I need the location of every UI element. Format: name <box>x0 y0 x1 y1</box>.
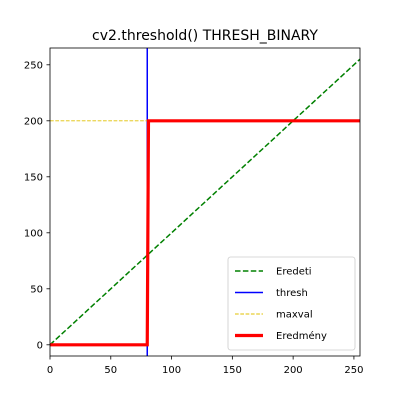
y-tick-label: 250 <box>24 60 43 71</box>
legend-label-thresh: thresh <box>276 288 308 299</box>
legend: Eredeti thresh maxval Eredmény <box>227 256 356 351</box>
y-tick-label: 100 <box>24 228 43 239</box>
series-line-eredmény <box>50 119 360 347</box>
chart-title: cv2.threshold() THRESH_BINARY <box>92 28 318 44</box>
x-tick-label: 250 <box>344 365 363 376</box>
legend-box <box>227 256 356 351</box>
legend-label-maxval: maxval <box>276 310 313 321</box>
legend-label-eredmény: Eredmény <box>276 330 327 342</box>
plot-frame <box>49 47 361 357</box>
x-tick-label: 50 <box>104 365 117 376</box>
x-tick-label: 150 <box>223 365 242 376</box>
series-group <box>50 48 360 356</box>
x-tick-label: 0 <box>47 365 53 376</box>
y-tick-label: 0 <box>37 340 43 351</box>
series-line-eredeti <box>50 58 360 346</box>
x-tick-label: 100 <box>162 365 181 376</box>
y-tick-label: 200 <box>24 116 43 127</box>
legend-label-eredeti: Eredeti <box>276 267 312 278</box>
y-tick-label: 50 <box>30 284 43 295</box>
x-tick-label: 200 <box>284 365 303 376</box>
y-tick-label: 150 <box>24 172 43 183</box>
